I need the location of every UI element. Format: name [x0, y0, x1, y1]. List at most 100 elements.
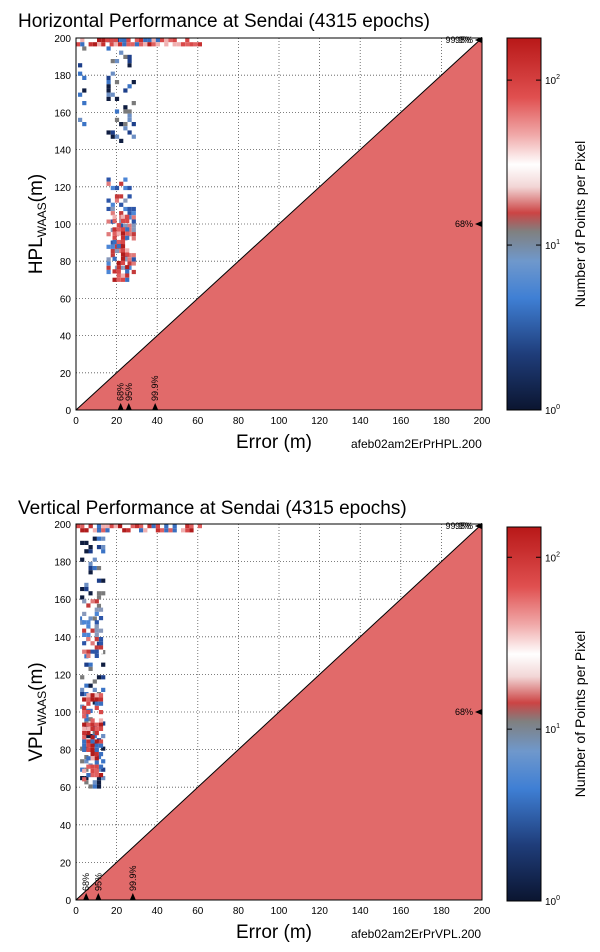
density-pixel [125, 265, 130, 270]
density-pixel [92, 603, 97, 608]
diagonal-line [75, 37, 483, 411]
density-pixel [82, 714, 87, 719]
density-pixel [94, 756, 99, 761]
density-pixel [98, 743, 104, 748]
density-pixel [106, 84, 111, 89]
density-pixel [106, 261, 111, 266]
y-axis-label: VPLWAAS(m) [26, 662, 49, 761]
density-pixel [88, 662, 93, 667]
density-pixel [125, 235, 130, 240]
density-pixel [98, 710, 104, 715]
density-pixel [127, 232, 132, 237]
density-pixel [131, 122, 136, 127]
density-pixel [119, 50, 124, 55]
density-pixel [86, 764, 91, 769]
density-pixel [120, 256, 126, 261]
colorbar-tick-base: 10 [545, 241, 557, 252]
density-pixel [105, 528, 110, 533]
colorbar-gradient [506, 37, 542, 411]
density-pixel [114, 134, 120, 139]
density-pixel [86, 722, 91, 727]
colorbar-tick-label: 100 [545, 404, 560, 417]
density-pixel [123, 80, 128, 85]
density-pixel [113, 524, 118, 529]
density-pixel [82, 735, 87, 740]
density-pixel [125, 218, 130, 224]
y-tick-label: 40 [60, 821, 72, 832]
x-tick-label: 140 [352, 416, 369, 427]
density-pixel [114, 59, 120, 64]
colorbar-tick-exponent: 0 [556, 895, 560, 902]
density-pixel [80, 595, 85, 600]
density-pixel [92, 557, 97, 562]
density-pixel [94, 752, 99, 757]
density-pixel [106, 232, 111, 237]
colorbar-tick-exponent: 1 [556, 723, 560, 730]
density-pixel [98, 764, 104, 769]
density-pixel [172, 42, 177, 47]
density-pixel [86, 632, 91, 637]
density-pixel [113, 38, 118, 43]
density-pixel [131, 227, 136, 233]
density-pixel [94, 722, 99, 727]
density-pixel [88, 561, 93, 566]
density-pixel [92, 679, 97, 684]
density-pixel [94, 701, 99, 706]
density-pixel [86, 726, 91, 731]
density-pixel [119, 202, 124, 207]
density-pixel [120, 248, 126, 253]
density-pixel [125, 252, 130, 257]
density-pixel [84, 780, 89, 785]
density-pixel [90, 653, 95, 658]
vertical-performance-chart: Vertical Performance at Sendai (4315 epo… [18, 498, 588, 943]
y-tick-label: 120 [54, 183, 71, 194]
density-pixel [88, 666, 93, 671]
density-pixel [86, 649, 91, 654]
x-tick-label: 140 [352, 906, 369, 917]
density-pixel [127, 117, 132, 122]
colorbar-tick-base: 10 [545, 406, 557, 417]
density-pixel [127, 253, 132, 258]
density-pixel [131, 63, 136, 68]
density-pixel [80, 524, 85, 529]
density-pixel [94, 731, 99, 736]
density-pixel [88, 729, 93, 734]
density-pixel [101, 759, 106, 764]
error-percentile-marker [117, 403, 124, 410]
density-pixel [84, 776, 89, 781]
y-tick-label: 180 [54, 558, 71, 569]
density-pixel [155, 38, 160, 43]
density-pixel [98, 649, 104, 654]
density-pixel [126, 42, 131, 47]
density-pixel [90, 739, 95, 744]
density-pixel [98, 701, 104, 706]
pl-percentile-marker [475, 523, 482, 529]
density-pixel [92, 616, 97, 621]
density-pixel [114, 80, 120, 85]
density-pixel [109, 38, 114, 43]
density-pixel [123, 223, 128, 228]
density-pixel [84, 687, 89, 692]
y-axis-label-main: VPL [26, 726, 47, 762]
density-pixel [147, 42, 152, 47]
density-pixel [131, 206, 136, 212]
density-pixel [96, 545, 102, 550]
density-pixel [84, 662, 89, 667]
density-pixel [127, 63, 132, 68]
y-tick-label: 120 [54, 670, 71, 681]
pl-percentile-marker [475, 37, 482, 43]
density-pixel [106, 223, 111, 228]
y-tick-label: 140 [54, 146, 71, 157]
density-pixel [101, 687, 106, 692]
error-percentile-label: 99.9% [150, 375, 160, 401]
density-pixel [118, 524, 123, 529]
density-pixel [127, 46, 132, 51]
density-pixel [112, 269, 117, 274]
density-pixel [164, 528, 169, 533]
density-pixel [98, 739, 104, 744]
density-pixel [143, 42, 148, 47]
density-pixel [86, 731, 91, 736]
density-pixel [120, 252, 126, 257]
density-pixel [126, 528, 131, 533]
